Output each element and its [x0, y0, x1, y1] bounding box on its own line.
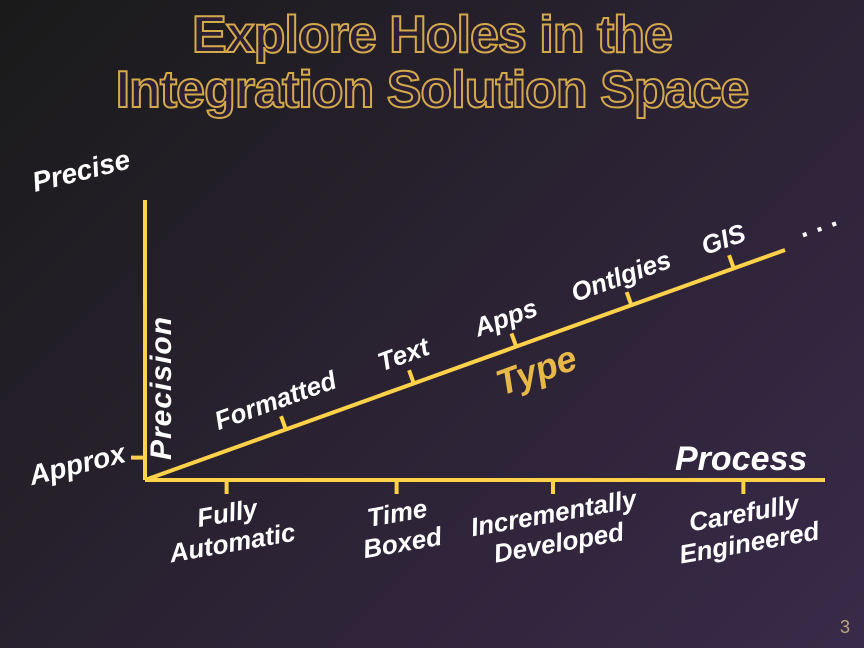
- diag-tick-label: Ontlgies: [567, 244, 675, 307]
- diag-tick-label: Apps: [469, 292, 541, 343]
- y-tick-label: Approx: [25, 437, 130, 491]
- diag-tick-label: GIS: [697, 217, 750, 261]
- diag-tick-label: Text: [374, 331, 435, 377]
- diag-tick: [409, 370, 414, 383]
- diag-axis-dots: . . .: [793, 201, 840, 243]
- slide-root: Explore Holes in theIntegration Solution…: [0, 0, 864, 648]
- page-number: 3: [840, 617, 850, 638]
- diag-tick: [281, 416, 286, 429]
- y-axis-end-label: Precise: [29, 144, 133, 198]
- diag-tick: [627, 292, 632, 305]
- y-axis-label: Precision: [145, 316, 178, 460]
- diag-axis-label: Type: [490, 337, 582, 404]
- diag-tick-label: Formatted: [210, 364, 341, 436]
- axes-diagram: ProcessFullyAutomaticTimeBoxedIncrementa…: [0, 0, 864, 648]
- diag-tick: [511, 333, 516, 346]
- diag-tick: [729, 255, 734, 268]
- x-axis-label: Process: [675, 440, 807, 478]
